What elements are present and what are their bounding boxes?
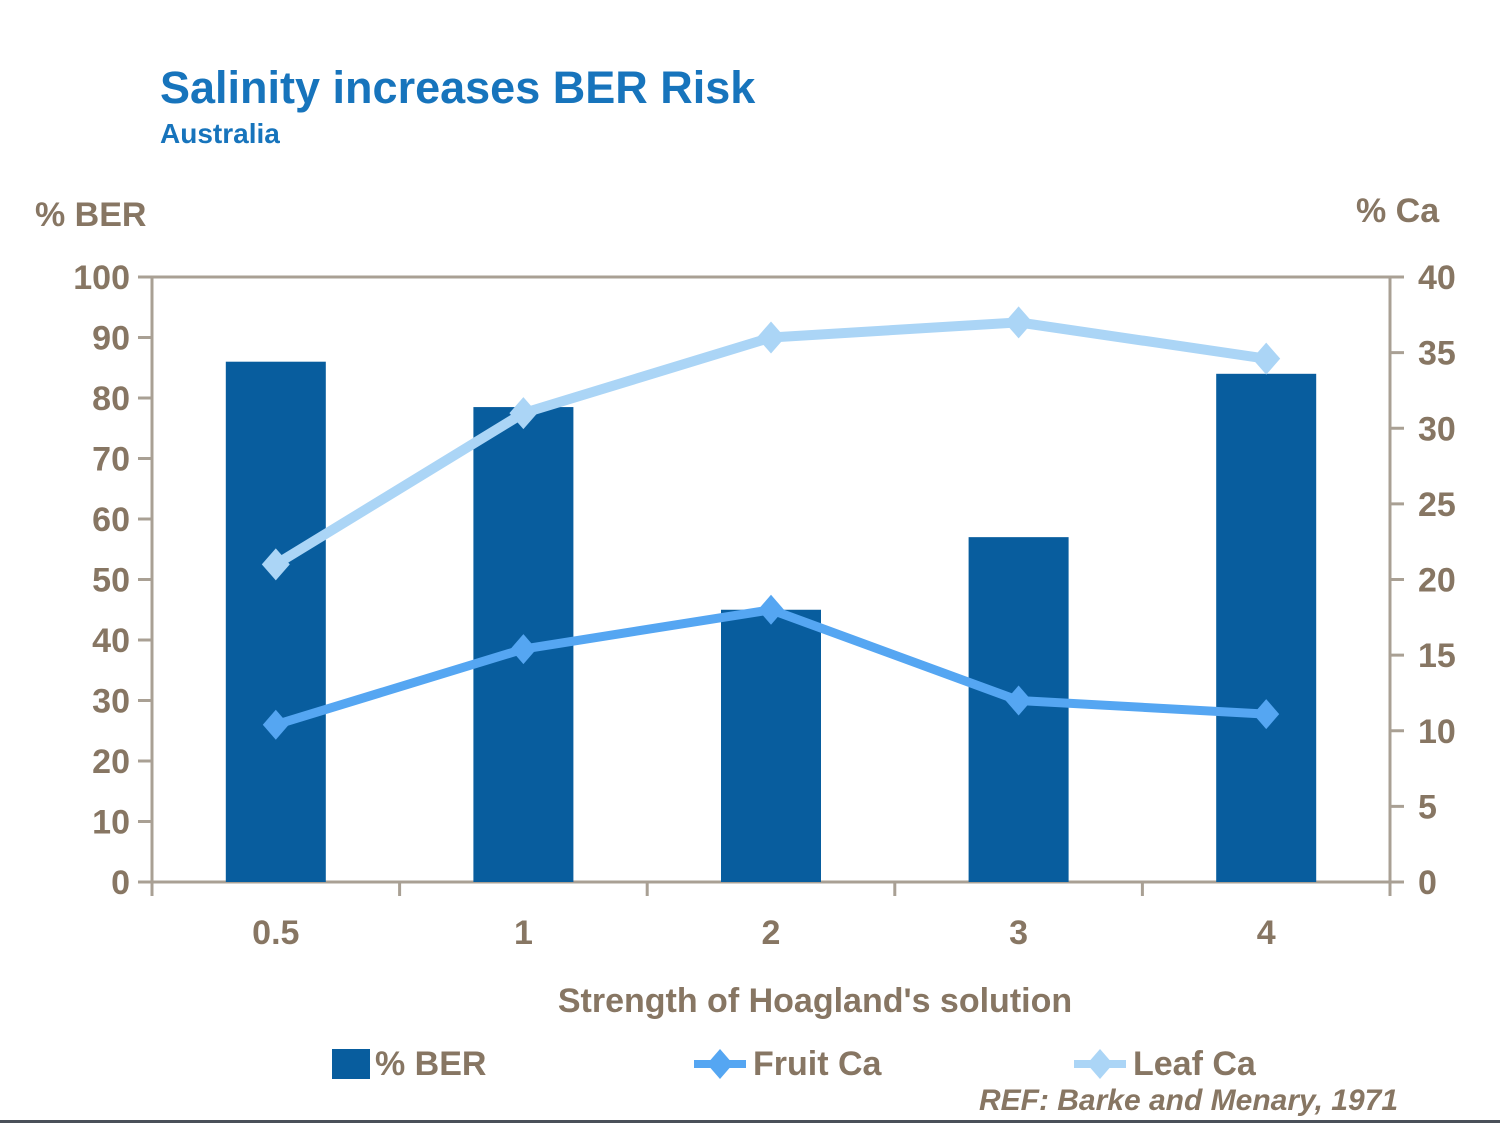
legend-label-leaf: Leaf Ca — [1133, 1044, 1256, 1083]
diamond-marker — [1253, 699, 1280, 730]
legend-item-leaf: Leaf Ca — [1072, 1044, 1256, 1084]
diamond-marker — [262, 709, 289, 740]
svg-text:3: 3 — [1009, 914, 1028, 952]
svg-text:40: 40 — [92, 622, 130, 660]
svg-text:0: 0 — [1418, 864, 1437, 902]
svg-text:100: 100 — [73, 259, 130, 297]
svg-text:40: 40 — [1418, 259, 1456, 297]
y-axis-right: 0 5 10 15 20 25 30 35 40 — [1390, 259, 1456, 902]
diamond-marker — [509, 397, 538, 430]
legend-item-fruit: Fruit Ca — [692, 1044, 881, 1084]
svg-text:60: 60 — [92, 501, 130, 539]
y-axis-left: 0 10 20 30 40 50 60 70 80 90 100 — [73, 259, 152, 902]
svg-text:20: 20 — [92, 743, 130, 781]
legend-item-ber: % BER — [332, 1044, 486, 1084]
footer-rule — [0, 1120, 1500, 1123]
svg-text:4: 4 — [1257, 914, 1276, 952]
svg-text:20: 20 — [1418, 562, 1456, 600]
fruit-line-marker-icon — [694, 1049, 746, 1079]
svg-text:50: 50 — [92, 562, 130, 600]
diamond-marker — [758, 594, 784, 625]
svg-text:0.5: 0.5 — [252, 914, 299, 952]
left-axis-title: % BER — [35, 196, 147, 234]
svg-text:30: 30 — [92, 683, 130, 721]
legend-label-fruit: Fruit Ca — [753, 1044, 882, 1083]
svg-text:2: 2 — [762, 914, 781, 952]
bar — [721, 609, 821, 882]
svg-text:5: 5 — [1418, 788, 1437, 826]
svg-text:70: 70 — [92, 441, 130, 479]
diamond-marker — [1252, 342, 1281, 375]
svg-text:10: 10 — [1418, 713, 1456, 751]
leaf-line-marker-icon — [1074, 1049, 1126, 1079]
bar-series-swatch-icon — [332, 1049, 370, 1079]
svg-text:15: 15 — [1418, 637, 1456, 675]
right-axis-title: % Ca — [1356, 192, 1440, 230]
x-axis-title: Strength of Hoagland's solution — [557, 982, 1073, 1020]
fruit-ca-line — [262, 594, 1280, 740]
legend-label-ber: % BER — [375, 1044, 487, 1083]
leaf-ca-line — [261, 306, 1281, 581]
svg-text:90: 90 — [92, 320, 130, 358]
svg-text:10: 10 — [92, 804, 130, 842]
svg-text:25: 25 — [1418, 486, 1456, 524]
bar — [1216, 373, 1317, 882]
reference-citation: REF: Barke and Menary, 1971 — [978, 1084, 1398, 1117]
svg-text:1: 1 — [514, 914, 533, 952]
diamond-marker — [757, 321, 785, 354]
x-axis: 0.5 1 2 3 4 — [150, 882, 1392, 952]
chart-title: Salinity increases BER Risk — [160, 62, 756, 113]
bar — [225, 361, 326, 882]
svg-text:35: 35 — [1418, 335, 1456, 373]
svg-text:30: 30 — [1418, 410, 1456, 448]
diamond-marker — [1004, 306, 1033, 339]
svg-text:0: 0 — [111, 864, 130, 902]
chart-subtitle: Australia — [160, 118, 280, 149]
svg-text:80: 80 — [92, 380, 130, 418]
diamond-marker — [261, 548, 290, 581]
diamond-marker — [510, 634, 537, 665]
diamond-marker — [1005, 685, 1032, 716]
